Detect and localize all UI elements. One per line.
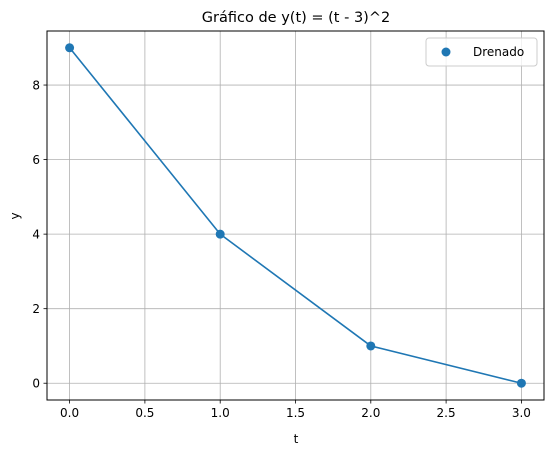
y-tick-label: 6 bbox=[32, 153, 40, 167]
series-line bbox=[68, 47, 522, 385]
y-tick-label: 4 bbox=[32, 227, 40, 241]
x-tick-label: 3.0 bbox=[512, 406, 531, 420]
x-tick-label: 1.5 bbox=[286, 406, 305, 420]
legend-marker-drenado bbox=[441, 47, 451, 57]
data-point bbox=[516, 378, 526, 388]
x-tick-label: 0.0 bbox=[60, 406, 79, 420]
y-axis-label: y bbox=[8, 212, 22, 219]
x-axis-label: t bbox=[294, 432, 299, 446]
data-point bbox=[215, 229, 225, 239]
x-tick-label: 2.5 bbox=[437, 406, 456, 420]
series-layer bbox=[65, 43, 526, 388]
y-tick-label: 2 bbox=[32, 302, 40, 316]
data-point bbox=[366, 341, 376, 351]
x-tick-label: 0.5 bbox=[135, 406, 154, 420]
y-tick-label: 0 bbox=[32, 377, 40, 391]
ticks: 0.0 0.5 1.0 1.5 2.0 2.5 3.0 0 2 4 6 8 bbox=[32, 78, 531, 420]
grid bbox=[47, 31, 544, 400]
x-tick-label: 1.0 bbox=[211, 406, 230, 420]
legend: Drenado bbox=[425, 37, 538, 67]
chart-title: Gráfico de y(t) = (t - 3)^2 bbox=[202, 10, 390, 26]
y-tick-label: 8 bbox=[32, 78, 40, 92]
legend-box bbox=[425, 37, 538, 67]
data-point bbox=[65, 43, 75, 53]
x-tick-label: 2.0 bbox=[361, 406, 380, 420]
legend-label-drenado: Drenado bbox=[473, 45, 524, 59]
